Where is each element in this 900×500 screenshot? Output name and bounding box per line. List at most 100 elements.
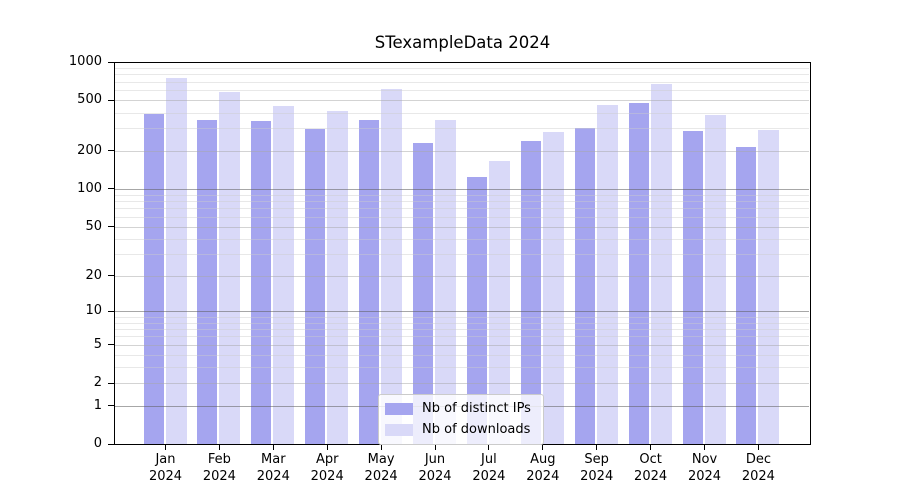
y-tick-mark — [108, 275, 114, 277]
y-tick-mark — [108, 99, 114, 101]
gridline-minor — [115, 67, 809, 69]
x-tick-mark — [218, 445, 220, 450]
x-tick-label: Sep 2024 — [580, 452, 614, 484]
y-tick-label: 200 — [77, 142, 102, 158]
gridline-minor — [115, 81, 809, 83]
bar-aug-distinct-ips — [520, 140, 541, 444]
bar-dec-downloads — [758, 130, 780, 444]
gridline-minor — [115, 194, 809, 196]
x-tick-mark — [326, 445, 328, 450]
y-tick-mark — [108, 226, 114, 228]
y-tick-label: 0 — [93, 436, 102, 451]
gridline-major — [115, 344, 809, 346]
gridline-minor — [115, 355, 809, 356]
y-tick-mark — [108, 344, 114, 346]
y-tick-mark — [108, 405, 114, 407]
gridline-minor — [115, 254, 809, 256]
gridline-minor — [115, 316, 809, 318]
bar-oct-downloads — [650, 84, 672, 444]
bar-jul-distinct-ips — [466, 176, 487, 444]
bar-feb-downloads — [219, 91, 241, 444]
x-tick-mark — [380, 445, 382, 450]
y-tick-mark — [108, 443, 114, 445]
y-tick-mark — [108, 188, 114, 190]
legend-swatch — [385, 402, 413, 415]
legend-item: Nb of distinct IPs — [379, 398, 543, 419]
bar-dec-distinct-ips — [736, 146, 757, 444]
gridline-minor — [115, 208, 809, 210]
bar-jan-distinct-ips — [143, 113, 164, 444]
x-tick-label: May 2024 — [364, 452, 398, 484]
gridline-major — [115, 150, 809, 152]
gridline-major — [115, 100, 809, 102]
x-tick-label: Apr 2024 — [310, 452, 344, 484]
gridline-major — [115, 275, 809, 277]
y-tick-label: 100 — [77, 180, 102, 196]
bar-apr-distinct-ips — [305, 129, 326, 444]
gridline-minor — [115, 201, 809, 203]
bar-aug-downloads — [542, 132, 564, 444]
y-tick-mark — [108, 382, 114, 384]
x-tick-mark — [434, 445, 436, 450]
gridline-major — [115, 311, 809, 313]
y-tick-label: 1 — [93, 397, 102, 413]
x-tick-mark — [596, 445, 598, 450]
bar-sep-distinct-ips — [574, 128, 595, 444]
legend-swatch — [385, 423, 413, 436]
bar-mar-downloads — [273, 106, 295, 444]
plot-area — [114, 62, 811, 445]
gridline-major — [115, 226, 809, 228]
legend-label: Nb of distinct IPs — [422, 401, 531, 416]
legend: Nb of distinct IPs Nb of downloads — [378, 394, 544, 445]
bar-jul-downloads — [488, 161, 510, 444]
y-tick-label: 2 — [93, 375, 102, 391]
x-tick-label: Jan 2024 — [148, 452, 183, 484]
x-tick-label: Feb 2024 — [202, 452, 236, 484]
bar-may-distinct-ips — [359, 119, 380, 444]
gridline-minor — [115, 90, 809, 92]
gridline-minor — [115, 74, 809, 76]
gridline-minor — [115, 238, 809, 240]
y-tick-label: 20 — [85, 267, 102, 283]
bar-nov-distinct-ips — [682, 131, 703, 444]
x-tick-mark — [488, 445, 490, 450]
gridline-minor — [115, 128, 809, 130]
gridline-minor — [115, 329, 809, 331]
x-tick-label: Oct 2024 — [634, 452, 668, 484]
legend-label: Nb of downloads — [422, 422, 531, 437]
x-tick-mark — [542, 445, 544, 450]
gridline-minor — [115, 367, 809, 369]
gridline-minor — [115, 216, 809, 218]
gridline-minor — [115, 336, 809, 338]
bar-apr-downloads — [327, 110, 349, 444]
x-tick-mark — [757, 445, 759, 450]
bar-may-downloads — [381, 89, 403, 444]
x-tick-mark — [272, 445, 274, 450]
chart-title: STexampleData 2024 — [374, 33, 551, 52]
y-tick-mark — [108, 310, 114, 312]
bar-nov-downloads — [704, 114, 726, 444]
gridline-major — [115, 188, 809, 190]
y-tick-label: 10 — [85, 303, 102, 319]
gridline-minor — [115, 112, 809, 114]
bar-mar-distinct-ips — [251, 120, 272, 444]
x-tick-label: Dec 2024 — [741, 452, 775, 484]
y-tick-label: 1000 — [68, 54, 102, 69]
y-tick-label: 50 — [85, 218, 102, 234]
x-tick-label: Aug 2024 — [526, 452, 560, 484]
bar-jun-distinct-ips — [413, 143, 433, 444]
bar-feb-distinct-ips — [197, 119, 218, 444]
x-tick-label: Jul 2024 — [472, 452, 506, 484]
y-tick-mark — [108, 150, 114, 152]
bar-jun-downloads — [435, 119, 456, 444]
bar-oct-distinct-ips — [628, 102, 649, 444]
y-tick-label: 5 — [93, 336, 102, 352]
gridline-minor — [115, 322, 809, 324]
x-tick-mark — [704, 445, 705, 450]
y-tick-label: 500 — [77, 92, 102, 108]
x-tick-label: Nov 2024 — [687, 452, 722, 484]
x-tick-label: Jun 2024 — [418, 452, 452, 484]
bar-jan-downloads — [165, 77, 187, 444]
legend-item: Nb of downloads — [379, 419, 543, 440]
